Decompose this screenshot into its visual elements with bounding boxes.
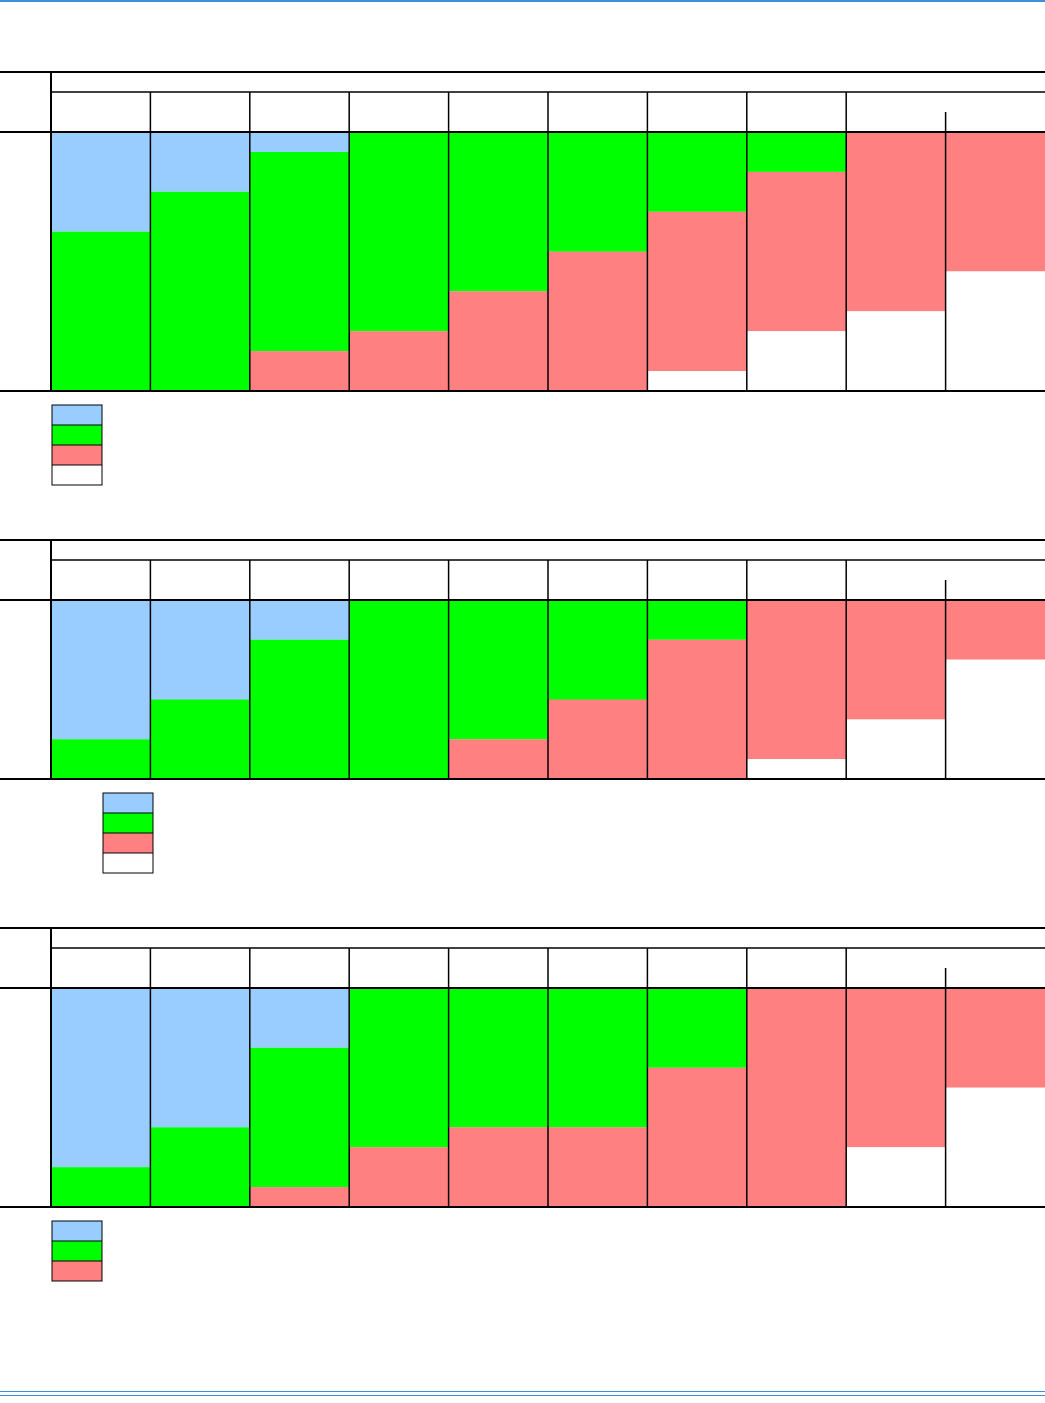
bar-segment [846,311,946,391]
bar-segment [249,600,350,640]
legend-swatch [51,424,103,446]
page-bottom-rule-2 [0,1395,1045,1396]
bar-segment [150,1127,250,1207]
page-top-rule [0,0,1045,2]
bar-segment [647,1067,747,1207]
bar-segment [746,331,847,391]
legend-swatch [51,444,103,466]
bar-segment [647,371,747,391]
bar-segment [548,988,648,1128]
bar-segment [249,1187,350,1207]
bar-segment [51,1167,151,1207]
bar-segment [846,1147,946,1207]
bar-segment [846,988,946,1148]
bar-segment [249,151,350,352]
bar-segment [349,331,449,391]
bar-segment [548,132,648,252]
bar-segment [51,739,151,779]
legend-swatch [51,1260,103,1282]
bar-segment [746,988,847,1207]
bar-segment [647,132,747,212]
bar-segment [548,251,648,391]
bar-segment [448,600,548,740]
bar-segment [249,639,350,779]
legend-swatch [51,464,103,486]
bar-segment [647,211,747,372]
bar-segment [249,1047,350,1188]
bar-segment [548,600,648,700]
legend-swatch [102,852,154,874]
bar-segment [448,291,548,391]
bar-segment [150,600,250,700]
bar-segment [249,132,350,152]
bar-segment [150,132,250,192]
bar-segment [945,659,1045,779]
bar-segment [51,231,151,391]
legend-swatch [102,832,154,854]
bar-segment [647,988,747,1068]
bar-segment [647,600,747,640]
page-bottom-rule [0,1391,1045,1392]
legend-swatch [102,792,154,814]
bar-segment [846,132,946,312]
bar-segment [448,1127,548,1207]
bar-segment [150,191,250,391]
bar-segment [349,1147,449,1207]
bar-segment [249,988,350,1048]
bar-segment [349,600,449,779]
bar-segment [945,1087,1045,1207]
bar-segment [548,699,648,779]
bar-segment [548,1127,648,1207]
bar-segment [647,639,747,779]
legend-swatch [102,812,154,834]
bar-segment [846,600,946,720]
bar-segment [945,988,1045,1088]
bar-segment [945,132,1045,272]
legend-swatch [51,1220,103,1242]
bar-segment [150,699,250,779]
bar-segment [51,600,151,740]
bar-segment [51,988,151,1168]
bar-segment [945,600,1045,660]
legend-swatch [51,404,103,426]
bar-segment [746,600,847,760]
legend-swatch [51,1240,103,1262]
bar-segment [448,739,548,779]
bar-segment [349,988,449,1148]
bar-segment [448,988,548,1128]
bar-segment [349,132,449,332]
bar-segment [150,988,250,1128]
bar-segment [51,132,151,232]
bar-segment [746,132,847,172]
bar-segment [846,719,946,779]
bar-segment [448,132,548,292]
bar-segment [945,271,1045,391]
bar-segment [746,171,847,332]
bar-segment [249,351,350,391]
bar-segment [746,759,847,779]
